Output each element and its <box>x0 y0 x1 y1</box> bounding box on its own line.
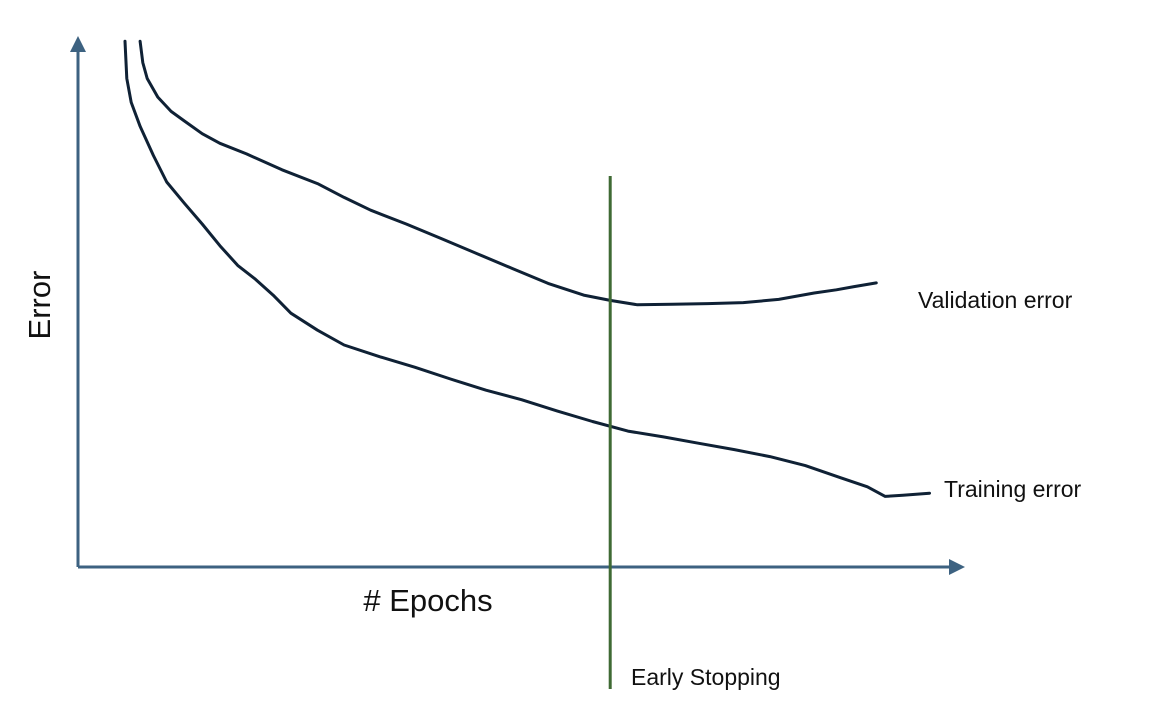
training-error-label: Training error <box>944 476 1082 502</box>
early-stopping-label: Early Stopping <box>631 664 781 690</box>
validation-error-label: Validation error <box>918 287 1073 313</box>
x-axis-label: # Epochs <box>363 583 492 618</box>
training-error-curve <box>123 39 931 498</box>
validation-error-curve <box>138 39 878 307</box>
series-curves <box>123 39 931 498</box>
y-axis-arrow <box>70 36 86 52</box>
x-axis-arrow <box>949 559 965 575</box>
axes <box>70 36 965 575</box>
y-axis-label: Error <box>22 271 57 340</box>
